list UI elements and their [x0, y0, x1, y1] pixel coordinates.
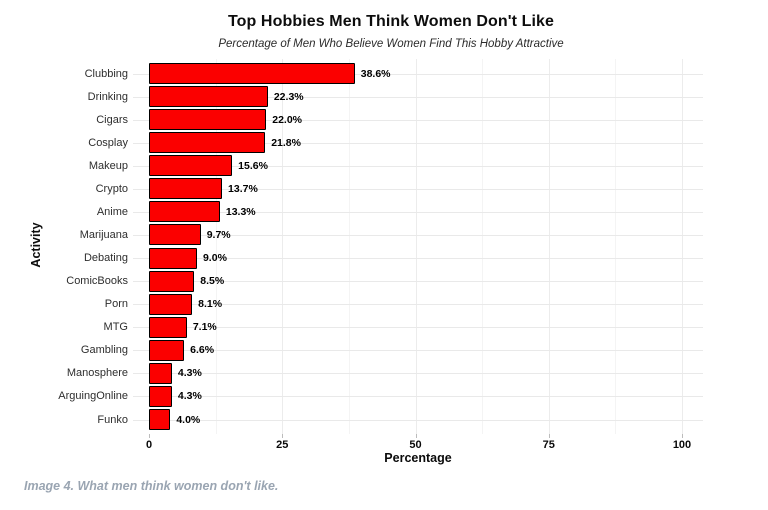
bar-comicbooks [149, 270, 195, 292]
category-label: Drinking [87, 90, 128, 103]
category-label: Cigars [96, 113, 128, 126]
bar-arguingonline [149, 385, 172, 407]
bar-manosphere [149, 362, 172, 384]
category-label: MTG [103, 321, 128, 334]
bar-cosplay [149, 132, 266, 154]
category-label: Porn [104, 298, 128, 311]
value-label: 8.1% [198, 298, 223, 311]
row-gridline [133, 142, 703, 144]
value-label: 7.1% [192, 321, 217, 334]
bar-anime [149, 201, 220, 223]
x-axis-title: Percentage [384, 451, 452, 465]
major-gridline [682, 59, 683, 434]
row-gridline [133, 396, 703, 398]
row-gridline [133, 304, 703, 306]
row-gridline [133, 350, 703, 352]
value-label: 9.0% [202, 252, 227, 265]
bar-funko [149, 409, 171, 431]
chart-subtitle: Percentage of Men Who Believe Women Find… [218, 38, 564, 50]
value-label: 4.3% [177, 367, 202, 380]
major-gridline [282, 59, 284, 434]
minor-gridline [215, 59, 217, 434]
row-gridline [133, 281, 703, 283]
plot-panel [133, 59, 703, 434]
bar-mtg [149, 316, 187, 338]
category-label: Crypto [95, 182, 128, 195]
major-gridline [415, 59, 417, 434]
value-label: 8.5% [200, 275, 225, 288]
value-label: 15.6% [238, 159, 268, 172]
value-label: 6.6% [190, 344, 215, 357]
row-gridline [133, 258, 703, 260]
minor-gridline [348, 59, 350, 434]
minor-gridline [482, 59, 484, 434]
value-label: 22.3% [273, 90, 304, 103]
figure-caption: Image 4. What men think women don't like… [24, 479, 279, 493]
row-gridline [133, 165, 703, 167]
category-label: Debating [83, 252, 128, 265]
value-label: 13.3% [225, 205, 256, 218]
category-label: ArguingOnline [58, 390, 128, 403]
x-tick-mark [548, 434, 550, 438]
value-label: 22.0% [272, 113, 303, 126]
value-label: 9.7% [206, 228, 231, 241]
category-label: Makeup [88, 159, 128, 172]
category-label: Manosphere [66, 367, 128, 380]
bar-marijuana [149, 224, 201, 246]
value-label: 21.8% [271, 136, 301, 149]
bar-crypto [149, 178, 223, 200]
row-gridline [133, 419, 703, 421]
major-gridline [548, 59, 550, 434]
x-tick-mark [682, 434, 683, 438]
row-gridline [133, 73, 703, 75]
category-label: Marijuana [79, 228, 128, 241]
row-gridline [133, 373, 703, 375]
category-label: Funko [97, 413, 128, 426]
row-gridline [133, 234, 703, 236]
bar-cigars [149, 109, 267, 131]
x-tick-mark [149, 434, 150, 438]
row-gridline [133, 327, 703, 329]
bar-debating [149, 247, 197, 269]
category-label: Gambling [80, 344, 128, 357]
category-label: Clubbing [84, 67, 128, 80]
value-label: 4.3% [177, 390, 202, 403]
x-tick-label: 75 [542, 439, 555, 451]
x-tick-label: 25 [276, 439, 289, 451]
category-label: ComicBooks [66, 275, 128, 288]
x-tick-mark [282, 434, 284, 438]
chart-title: Top Hobbies Men Think Women Don't Like [227, 13, 555, 30]
category-label: Cosplay [88, 136, 128, 149]
row-gridline [133, 188, 703, 190]
value-label: 13.7% [228, 182, 258, 195]
category-label: Anime [96, 205, 128, 218]
bar-clubbing [149, 63, 355, 84]
value-label: 38.6% [360, 67, 391, 80]
minor-gridline [615, 59, 617, 434]
x-tick-mark [415, 434, 417, 438]
row-gridline [133, 119, 703, 121]
x-tick-label: 100 [672, 439, 692, 451]
row-gridline [133, 96, 703, 98]
bar-porn [149, 293, 193, 315]
bar-gambling [149, 339, 185, 361]
row-gridline [133, 211, 703, 213]
bar-makeup [149, 155, 233, 177]
x-tick-label: 0 [145, 439, 153, 451]
value-label: 4.0% [176, 413, 201, 426]
x-tick-label: 50 [409, 439, 422, 451]
bar-drinking [149, 86, 268, 108]
